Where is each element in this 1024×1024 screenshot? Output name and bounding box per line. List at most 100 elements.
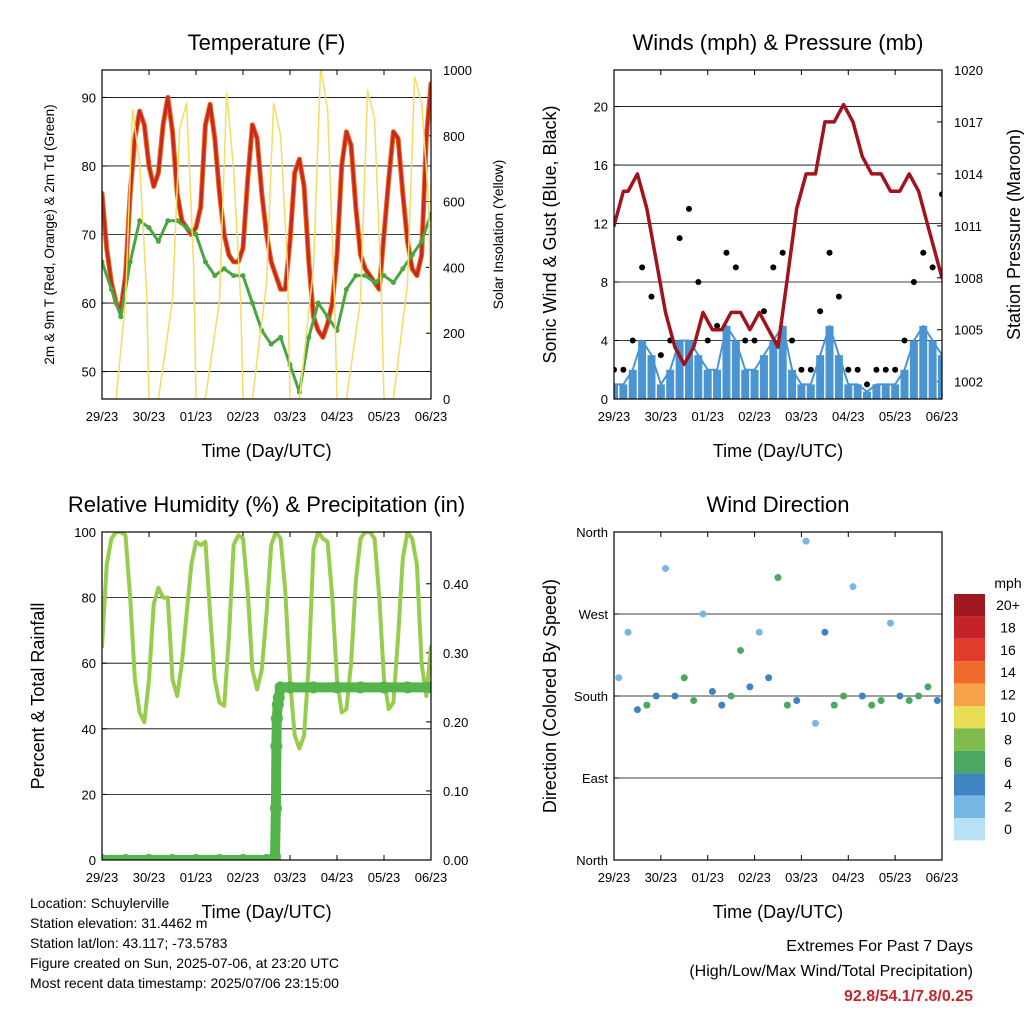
dewpoint-point	[221, 266, 227, 272]
precip-point	[401, 681, 414, 694]
x-tick-label: 03/23	[274, 870, 307, 885]
direction-point	[699, 610, 707, 618]
direction-point	[662, 564, 670, 572]
x-tick-label: 01/23	[180, 409, 213, 424]
x-tick-label: 29/23	[598, 409, 631, 424]
dewpoint-point	[353, 273, 359, 279]
direction-point	[643, 701, 651, 709]
legend-label: 18	[1000, 619, 1016, 635]
gust-point	[929, 264, 936, 271]
chart-humidity: 0 20 40 60 80 100 29/23 30/23 01/23 02/23 03/23 04/…	[28, 492, 468, 922]
legend-swatch	[954, 773, 985, 796]
precip-line	[102, 682, 431, 860]
extremes-subtitle: (High/Low/Max Wind/Total Precipitation)	[689, 963, 973, 980]
direction-point	[652, 692, 660, 700]
precip-point	[378, 681, 390, 694]
direction-point	[802, 537, 810, 545]
y-tick-label: 60	[82, 296, 96, 311]
wind-bar	[666, 369, 675, 399]
direction-point	[868, 701, 876, 709]
direction-point	[924, 683, 932, 691]
precip-point	[190, 854, 202, 860]
gust-point	[760, 308, 767, 315]
wind-bar	[628, 369, 637, 399]
legend-label: 10	[1000, 709, 1016, 725]
precip-point	[237, 854, 249, 860]
direction-point	[718, 701, 726, 709]
gust-point	[676, 235, 683, 242]
direction-point	[830, 701, 838, 709]
y-tick-label: 80	[82, 591, 96, 606]
y-right-tick-label: 1011	[954, 219, 982, 234]
y-right-axis-label: Solar Insolation (Yellow)	[490, 160, 506, 310]
x-tick-label: 29/23	[86, 409, 119, 424]
y-right-tick-label: 1014	[954, 167, 983, 182]
y-tick-label: 20	[594, 100, 608, 115]
legend-swatch	[954, 683, 985, 706]
gust-point	[685, 205, 692, 212]
gust-point	[910, 279, 917, 286]
gust-point	[723, 249, 730, 256]
y-right-tick-label: 0.10	[443, 784, 468, 799]
precip-point	[270, 712, 283, 725]
y-right-tick-label: 200	[443, 326, 465, 341]
gust-point	[826, 249, 833, 256]
legend-label: 0	[1004, 821, 1012, 837]
wind-bar	[722, 325, 731, 399]
gust-point	[770, 264, 777, 271]
wind-bar	[797, 384, 806, 399]
wind-bar	[614, 384, 618, 399]
y-tick-label: 0	[89, 853, 96, 868]
legend-swatch	[954, 795, 985, 818]
dewpoint-point	[268, 341, 274, 347]
legend-label: 4	[1004, 776, 1012, 792]
gust-point	[620, 366, 627, 373]
x-tick-label: 30/23	[133, 409, 166, 424]
wind-bar	[638, 340, 647, 399]
gust-point	[920, 249, 927, 256]
dewpoint-point	[409, 252, 415, 258]
y-tick-label: 20	[82, 787, 96, 802]
direction-point	[877, 697, 885, 705]
dewpoint-point	[165, 218, 171, 224]
rh-line	[102, 532, 431, 751]
dewpoint-point	[343, 286, 349, 292]
wind-bar	[919, 325, 928, 399]
precip-point	[268, 850, 281, 860]
chart-title: Temperature (F)	[188, 30, 346, 55]
x-tick-label: 04/23	[832, 409, 865, 424]
direction-point	[858, 692, 866, 700]
gust-point	[817, 308, 824, 315]
y-right-tick-label: 600	[443, 195, 465, 210]
y-tick-label: 70	[82, 228, 96, 243]
direction-point	[737, 646, 745, 654]
x-tick-label: 05/23	[368, 870, 401, 885]
legend-label: 20+	[996, 597, 1020, 613]
direction-point	[783, 701, 791, 709]
precip-point	[331, 681, 343, 694]
dewpoint-point	[419, 238, 425, 244]
plot-frame	[613, 69, 943, 400]
extremes-summary: Extremes For Past 7 Days (High/Low/Max W…	[689, 934, 973, 1009]
plot-area	[615, 537, 941, 727]
dewpoint-point	[240, 273, 246, 279]
wind-bar	[825, 325, 834, 399]
wind-bar	[891, 384, 900, 399]
dewpoint-point	[362, 273, 368, 279]
legend-swatch	[954, 818, 985, 841]
wind-bar	[656, 384, 665, 399]
x-tick-label: 04/23	[832, 870, 865, 885]
legend-label: 6	[1004, 754, 1012, 770]
solar-line	[102, 70, 431, 399]
y-tick-label: 4	[601, 334, 608, 349]
x-tick-label: 06/23	[926, 870, 959, 885]
legend-label: 14	[1000, 664, 1016, 680]
y-tick-label: 100	[74, 525, 96, 540]
speed-legend: mph 20+ 18 16 14 12 10 8 6 4 2 0	[954, 575, 1022, 841]
y-right-tick-label: 400	[443, 260, 465, 275]
dewpoint-point	[400, 266, 406, 272]
x-axis-label: Time (Day/UTC)	[713, 441, 843, 461]
y-right-tick-label: 1000	[443, 63, 472, 78]
x-tick-label: 03/23	[785, 409, 818, 424]
x-tick-label: 30/23	[645, 870, 678, 885]
